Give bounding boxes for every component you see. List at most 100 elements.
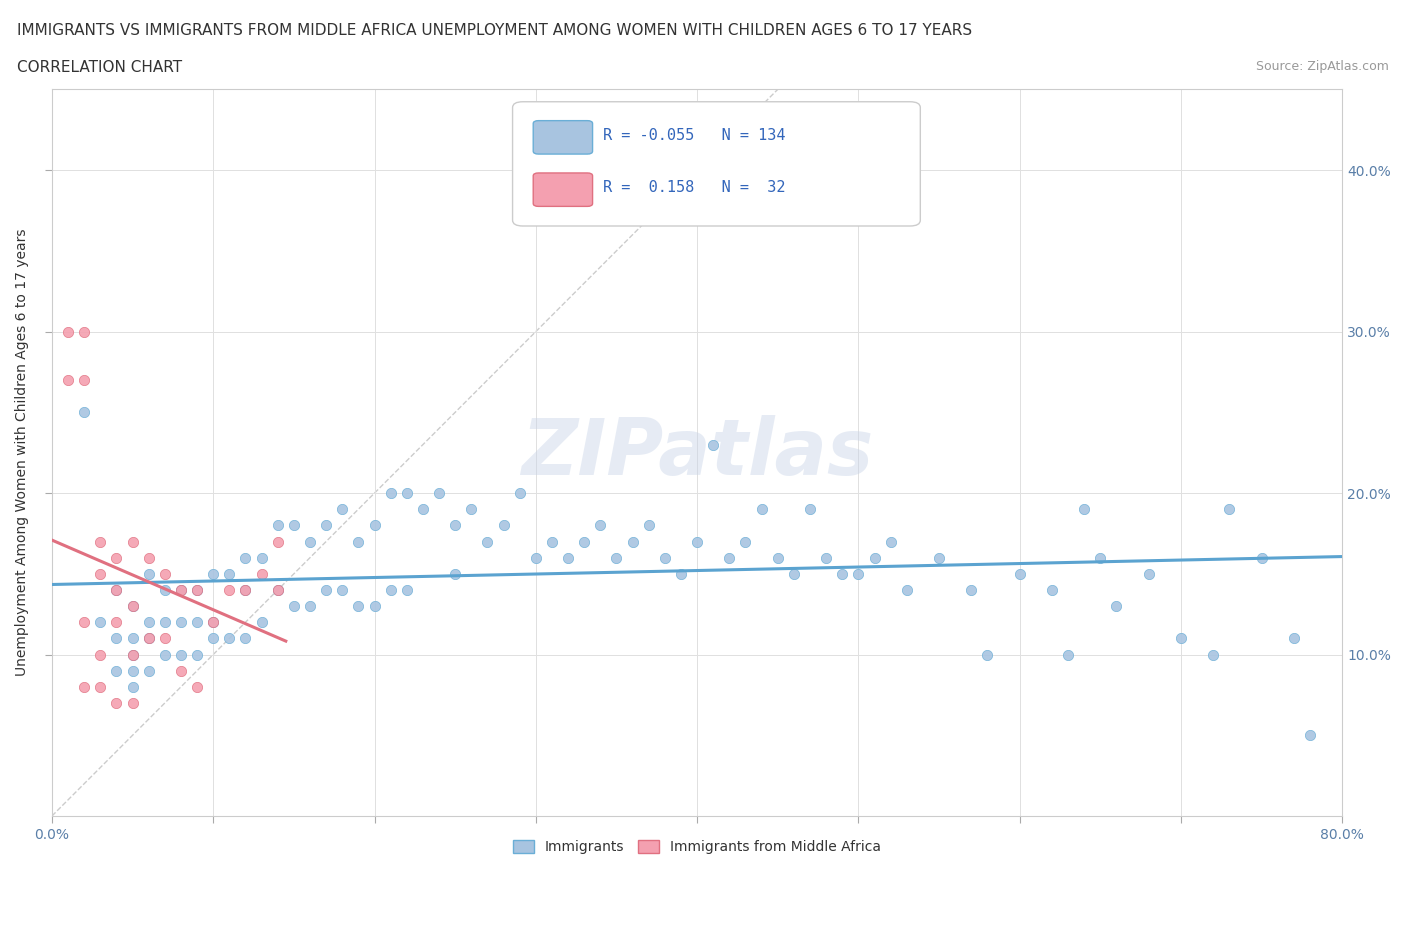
Point <box>589 518 612 533</box>
Point <box>572 534 595 549</box>
Point <box>363 518 385 533</box>
Point <box>186 680 208 695</box>
Point <box>121 647 143 662</box>
Point <box>138 615 160 630</box>
Point <box>250 566 273 581</box>
Point <box>202 615 225 630</box>
Text: Source: ZipAtlas.com: Source: ZipAtlas.com <box>1256 60 1389 73</box>
Point <box>928 551 950 565</box>
Point <box>235 551 257 565</box>
Point <box>202 615 225 630</box>
Point <box>347 534 370 549</box>
Point <box>976 647 998 662</box>
Point <box>202 631 225 645</box>
Point <box>56 325 79 339</box>
Point <box>669 566 692 581</box>
Point <box>186 582 208 597</box>
Point <box>235 582 257 597</box>
Point <box>605 551 627 565</box>
FancyBboxPatch shape <box>513 101 921 226</box>
Point <box>621 534 644 549</box>
Point <box>298 599 321 614</box>
Point <box>1057 647 1080 662</box>
Point <box>330 502 353 517</box>
Text: R =  0.158   N =  32: R = 0.158 N = 32 <box>603 180 786 195</box>
Point <box>718 551 741 565</box>
Point <box>186 582 208 597</box>
Point <box>138 631 160 645</box>
Point <box>186 647 208 662</box>
Point <box>1282 631 1305 645</box>
Point <box>395 582 418 597</box>
Point <box>218 582 240 597</box>
Point <box>153 631 176 645</box>
Point <box>73 373 96 388</box>
Point <box>330 582 353 597</box>
Point <box>766 551 789 565</box>
Point <box>250 551 273 565</box>
Point <box>267 582 290 597</box>
Point <box>960 582 983 597</box>
Point <box>492 518 515 533</box>
Point <box>250 615 273 630</box>
Point <box>557 551 579 565</box>
Point <box>1299 728 1322 743</box>
Point <box>170 663 193 678</box>
Point <box>1090 551 1112 565</box>
Point <box>444 566 467 581</box>
Point <box>315 582 337 597</box>
Point <box>283 518 305 533</box>
Point <box>315 518 337 533</box>
Point <box>1073 502 1095 517</box>
Point <box>105 551 128 565</box>
Point <box>460 502 482 517</box>
Point <box>153 566 176 581</box>
Point <box>153 615 176 630</box>
Point <box>89 615 111 630</box>
Text: CORRELATION CHART: CORRELATION CHART <box>17 60 181 75</box>
Point <box>1137 566 1160 581</box>
Point <box>298 534 321 549</box>
Point <box>427 485 450 500</box>
Point <box>121 599 143 614</box>
Point <box>848 566 870 581</box>
Point <box>380 485 402 500</box>
Point <box>89 647 111 662</box>
Point <box>121 647 143 662</box>
Point <box>170 582 193 597</box>
Point <box>863 551 886 565</box>
Point <box>1170 631 1192 645</box>
Point <box>751 502 773 517</box>
Point <box>121 534 143 549</box>
Point <box>509 485 531 500</box>
Point <box>105 696 128 711</box>
Point <box>121 663 143 678</box>
Point <box>235 582 257 597</box>
Point <box>702 437 724 452</box>
Point <box>170 582 193 597</box>
Point <box>363 599 385 614</box>
Point <box>89 680 111 695</box>
Point <box>541 195 564 210</box>
Point <box>138 663 160 678</box>
Point <box>73 615 96 630</box>
Point <box>267 582 290 597</box>
Point <box>477 534 499 549</box>
Point <box>654 551 676 565</box>
Point <box>121 631 143 645</box>
Point <box>186 615 208 630</box>
Point <box>879 534 901 549</box>
Point <box>218 566 240 581</box>
Point <box>202 566 225 581</box>
Point <box>444 518 467 533</box>
Point <box>380 582 402 597</box>
Point <box>105 615 128 630</box>
Point <box>1040 582 1063 597</box>
FancyBboxPatch shape <box>533 173 592 206</box>
Point <box>734 534 756 549</box>
Point <box>105 663 128 678</box>
Point <box>89 566 111 581</box>
Point <box>170 615 193 630</box>
Point <box>831 566 853 581</box>
Point <box>1105 599 1128 614</box>
